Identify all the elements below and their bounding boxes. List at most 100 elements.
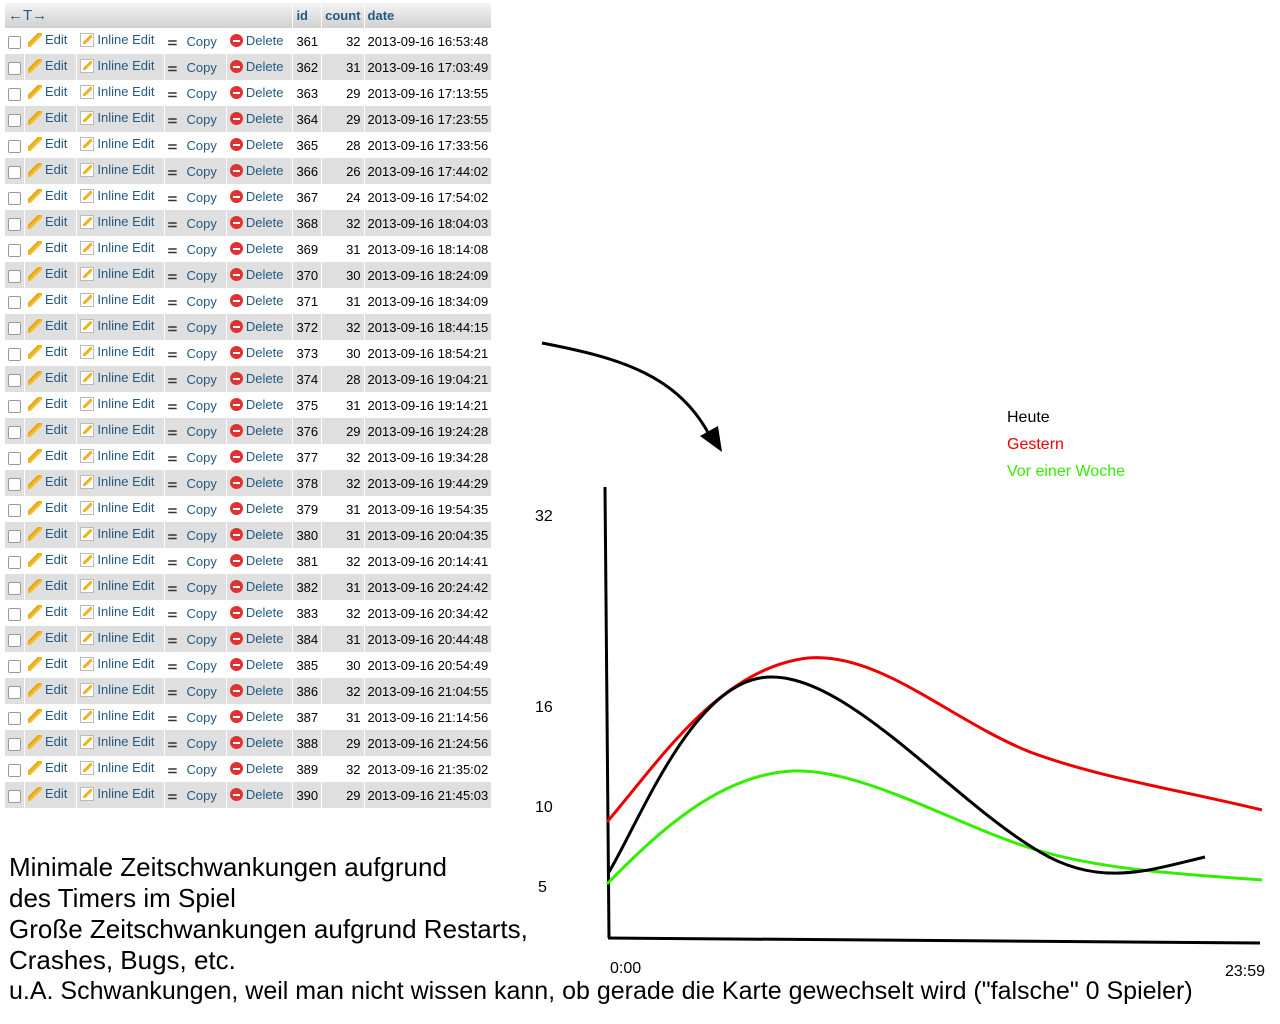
delete-button[interactable]: Delete (229, 267, 283, 282)
row-checkbox[interactable] (8, 243, 21, 257)
delete-button[interactable]: Delete (229, 371, 283, 386)
row-checkbox[interactable] (8, 789, 21, 803)
edit-button[interactable]: Edit (28, 760, 67, 775)
copy-button[interactable]: ⚌ Copy (167, 658, 217, 674)
edit-button[interactable]: Edit (28, 682, 67, 697)
copy-button[interactable]: ⚌ Copy (167, 138, 217, 154)
inline-edit-button[interactable]: Inline Edit (80, 578, 155, 593)
row-checkbox[interactable] (8, 503, 21, 517)
copy-button[interactable]: ⚌ Copy (167, 372, 217, 388)
row-checkbox[interactable] (8, 633, 21, 647)
delete-button[interactable]: Delete (229, 215, 283, 230)
edit-button[interactable]: Edit (28, 526, 67, 541)
edit-button[interactable]: Edit (28, 162, 67, 177)
copy-button[interactable]: ⚌ Copy (167, 112, 217, 128)
delete-button[interactable]: Delete (229, 709, 283, 724)
delete-button[interactable]: Delete (229, 397, 283, 412)
copy-button[interactable]: ⚌ Copy (167, 190, 217, 206)
delete-button[interactable]: Delete (229, 449, 283, 464)
column-resize-arrows[interactable]: ←T→ (5, 3, 294, 28)
inline-edit-button[interactable]: Inline Edit (80, 682, 155, 697)
copy-button[interactable]: ⚌ Copy (167, 424, 217, 440)
edit-button[interactable]: Edit (28, 110, 67, 125)
delete-button[interactable]: Delete (229, 761, 283, 776)
delete-button[interactable]: Delete (229, 345, 283, 360)
inline-edit-button[interactable]: Inline Edit (80, 370, 155, 385)
copy-button[interactable]: ⚌ Copy (167, 502, 217, 518)
copy-button[interactable]: ⚌ Copy (167, 294, 217, 310)
edit-button[interactable]: Edit (28, 604, 67, 619)
copy-button[interactable]: ⚌ Copy (167, 528, 217, 544)
inline-edit-button[interactable]: Inline Edit (80, 318, 155, 333)
row-checkbox[interactable] (8, 659, 21, 673)
inline-edit-button[interactable]: Inline Edit (80, 500, 155, 515)
edit-button[interactable]: Edit (28, 630, 67, 645)
row-checkbox[interactable] (8, 529, 21, 543)
delete-button[interactable]: Delete (229, 111, 283, 126)
delete-button[interactable]: Delete (229, 553, 283, 568)
row-checkbox[interactable] (8, 165, 21, 179)
edit-button[interactable]: Edit (28, 656, 67, 671)
row-checkbox[interactable] (8, 685, 21, 699)
inline-edit-button[interactable]: Inline Edit (80, 32, 155, 47)
column-header-date[interactable]: date (364, 3, 493, 28)
edit-button[interactable]: Edit (28, 58, 67, 73)
copy-button[interactable]: ⚌ Copy (167, 632, 217, 648)
row-checkbox[interactable] (8, 87, 21, 101)
inline-edit-button[interactable]: Inline Edit (80, 526, 155, 541)
copy-button[interactable]: ⚌ Copy (167, 788, 217, 804)
edit-button[interactable]: Edit (28, 32, 67, 47)
inline-edit-button[interactable]: Inline Edit (80, 188, 155, 203)
inline-edit-button[interactable]: Inline Edit (80, 630, 155, 645)
copy-button[interactable]: ⚌ Copy (167, 398, 217, 414)
copy-button[interactable]: ⚌ Copy (167, 684, 217, 700)
delete-button[interactable]: Delete (229, 475, 283, 490)
edit-button[interactable]: Edit (28, 214, 67, 229)
inline-edit-button[interactable]: Inline Edit (80, 110, 155, 125)
inline-edit-button[interactable]: Inline Edit (80, 396, 155, 411)
row-checkbox[interactable] (8, 217, 21, 231)
row-checkbox[interactable] (8, 321, 21, 335)
inline-edit-button[interactable]: Inline Edit (80, 760, 155, 775)
edit-button[interactable]: Edit (28, 500, 67, 515)
row-checkbox[interactable] (8, 581, 21, 595)
delete-button[interactable]: Delete (229, 423, 283, 438)
copy-button[interactable]: ⚌ Copy (167, 164, 217, 180)
row-checkbox[interactable] (8, 139, 21, 153)
row-checkbox[interactable] (8, 269, 21, 283)
delete-button[interactable]: Delete (229, 163, 283, 178)
inline-edit-button[interactable]: Inline Edit (80, 448, 155, 463)
inline-edit-button[interactable]: Inline Edit (80, 292, 155, 307)
delete-button[interactable]: Delete (229, 241, 283, 256)
inline-edit-button[interactable]: Inline Edit (80, 58, 155, 73)
delete-button[interactable]: Delete (229, 59, 283, 74)
copy-button[interactable]: ⚌ Copy (167, 320, 217, 336)
delete-button[interactable]: Delete (229, 319, 283, 334)
copy-button[interactable]: ⚌ Copy (167, 606, 217, 622)
row-checkbox[interactable] (8, 711, 21, 725)
column-header-id[interactable]: id (292, 3, 323, 28)
delete-button[interactable]: Delete (229, 293, 283, 308)
copy-button[interactable]: ⚌ Copy (167, 60, 217, 76)
row-checkbox[interactable] (8, 763, 21, 777)
inline-edit-button[interactable]: Inline Edit (80, 266, 155, 281)
copy-button[interactable]: ⚌ Copy (167, 346, 217, 362)
delete-button[interactable]: Delete (229, 683, 283, 698)
delete-button[interactable]: Delete (229, 33, 283, 48)
edit-button[interactable]: Edit (28, 318, 67, 333)
edit-button[interactable]: Edit (28, 578, 67, 593)
edit-button[interactable]: Edit (28, 786, 67, 801)
row-checkbox[interactable] (8, 35, 21, 49)
delete-button[interactable]: Delete (229, 631, 283, 646)
edit-button[interactable]: Edit (28, 474, 67, 489)
inline-edit-button[interactable]: Inline Edit (80, 422, 155, 437)
copy-button[interactable]: ⚌ Copy (167, 268, 217, 284)
row-checkbox[interactable] (8, 737, 21, 751)
inline-edit-button[interactable]: Inline Edit (80, 240, 155, 255)
copy-button[interactable]: ⚌ Copy (167, 86, 217, 102)
edit-button[interactable]: Edit (28, 370, 67, 385)
inline-edit-button[interactable]: Inline Edit (80, 162, 155, 177)
edit-button[interactable]: Edit (28, 448, 67, 463)
inline-edit-button[interactable]: Inline Edit (80, 552, 155, 567)
delete-button[interactable]: Delete (229, 605, 283, 620)
